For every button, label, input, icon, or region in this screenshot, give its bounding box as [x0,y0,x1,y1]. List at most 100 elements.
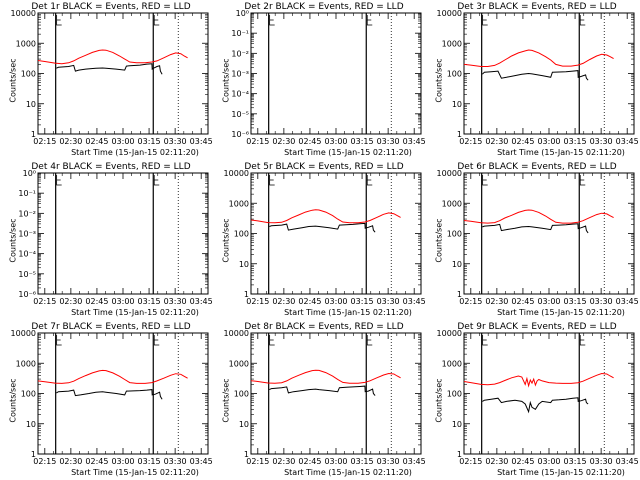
x-tick-label: 02:30 [59,457,82,466]
x-tick-label: 02:15 [246,137,269,146]
x-axis-label: Start Time (15-Jan-15 02:11:20) [497,308,625,317]
y-tick-label: 1000 [229,199,249,208]
y-tick-label: 1 [457,450,462,459]
y-axis-label: Counts/sec [221,218,231,263]
marker-flag [482,175,488,186]
x-tick-label: 03:00 [324,297,347,306]
y-tick-label: 100 [447,390,462,399]
x-tick-label: 03:30 [590,457,613,466]
y-tick-label: 1 [457,290,462,299]
y-axis-label: Counts/sec [221,58,231,103]
marker-flag [153,335,160,346]
y-tick-label: 10⁻¹ [231,29,249,38]
chart-panel: 1 10 100 1000 10000 02:15 02:30 02:45 03:00 03:15… [0,320,213,480]
y-axis-label: Counts/sec [221,378,231,423]
y-tick-label: 100 [234,230,249,239]
lld-series-line [37,49,188,65]
x-tick-label: 03:00 [537,297,560,306]
y-tick-label: 10⁻³ [231,70,249,79]
chart-panel: 1 10 100 1000 10000 02:15 02:30 02:45 03:00 03:15… [426,320,639,480]
x-tick-label: 03:45 [190,457,213,466]
x-tick-label: 02:45 [511,137,534,146]
x-tick-label: 02:30 [485,137,508,146]
marker-flag [482,15,488,26]
y-tick-label: 10⁻⁶ [18,290,36,299]
y-tick-label: 10 [239,420,249,429]
y-tick-label: 10 [452,100,462,109]
x-tick-label: 03:15 [351,137,374,146]
y-tick-label: 10000 [11,329,36,338]
x-tick-label: 03:00 [324,137,347,146]
x-tick-label: 02:15 [33,297,56,306]
x-tick-label: 03:15 [564,137,587,146]
x-tick-label: 03:00 [537,137,560,146]
x-tick-label: 03:00 [111,297,134,306]
marker-flag [482,335,488,346]
x-tick-label: 02:30 [272,297,295,306]
marker-flag [269,335,275,346]
y-tick-label: 10⁰ [23,169,36,178]
x-tick-label: 03:15 [564,457,587,466]
y-axis-label: Counts/sec [8,218,18,263]
marker-flag [366,335,373,346]
panel-title: Det 9r BLACK = Events, RED = LLD [457,322,617,332]
chart-svg: 1 10 100 1000 10000 02:15 02:30 02:45 03:00 03:15… [437,169,639,306]
x-tick-label: 02:45 [298,137,321,146]
x-tick-label: 03:45 [616,457,639,466]
y-tick-label: 10 [26,420,36,429]
x-tick-label: 03:15 [564,297,587,306]
x-tick-label: 03:15 [351,297,374,306]
marker-flag [579,175,586,186]
y-tick-label: 10⁻³ [18,230,36,239]
x-tick-label: 03:30 [164,297,187,306]
marker-flag [56,175,62,186]
plot-frame [37,332,209,455]
x-axis-label: Start Time (15-Jan-15 02:11:20) [71,308,199,317]
events-series-line [269,385,376,396]
x-tick-label: 02:30 [485,457,508,466]
x-axis-label: Start Time (15-Jan-15 02:11:20) [284,148,412,157]
x-tick-label: 03:45 [403,457,426,466]
x-tick-label: 02:15 [246,457,269,466]
y-tick-label: 100 [447,230,462,239]
y-tick-label: 10 [26,100,36,109]
y-axis-label: Counts/sec [8,378,18,423]
marker-flag [269,15,275,26]
chart-svg: 1 10 100 1000 10000 02:15 02:30 02:45 03:00 03:15… [11,329,213,466]
x-tick-label: 02:30 [272,137,295,146]
y-tick-label: 1 [244,290,249,299]
y-tick-label: 1000 [16,359,36,368]
lld-series-line [250,209,401,224]
y-tick-label: 10000 [11,9,36,18]
y-tick-label: 10⁻² [231,49,249,58]
x-tick-label: 02:30 [272,457,295,466]
x-tick-label: 03:15 [138,297,161,306]
y-axis-label: Counts/sec [434,218,444,263]
x-tick-label: 03:15 [351,457,374,466]
plot-frame [250,332,422,455]
chart-panel: 1 10 100 1000 10000 02:15 02:30 02:45 03:00 03:15… [426,0,639,160]
y-tick-label: 10⁰ [236,9,249,18]
chart-svg: 1 10 100 1000 10000 02:15 02:30 02:45 03:00 03:15… [224,169,426,306]
x-tick-label: 03:00 [111,137,134,146]
plot-frame [463,172,635,295]
panel-title: Det 1r BLACK = Events, RED = LLD [31,2,191,12]
y-tick-label: 1000 [229,359,249,368]
y-tick-label: 1000 [442,359,462,368]
y-tick-label: 1 [244,450,249,459]
x-tick-label: 02:15 [33,137,56,146]
x-tick-label: 02:15 [246,297,269,306]
chart-svg: 10⁻⁶ 10⁻⁵ 10⁻⁴ 10⁻³ 10⁻² 10⁻¹ 10⁰ 02:15 02:30 02:… [231,9,425,146]
y-tick-label: 100 [21,390,36,399]
lld-series-line [463,49,614,67]
x-tick-label: 02:30 [59,137,82,146]
lld-series-line [37,369,188,384]
events-series-line [56,389,163,400]
chart-panel: 1 10 100 1000 10000 02:15 02:30 02:45 03:00 03:15… [213,320,426,480]
plot-frame [37,12,209,135]
plot-frame [463,332,635,455]
x-axis-label: Start Time (15-Jan-15 02:11:20) [497,468,625,477]
chart-svg: 1 10 100 1000 10000 02:15 02:30 02:45 03:00 03:15… [437,329,639,466]
panel-title: Det 3r BLACK = Events, RED = LLD [457,2,617,12]
